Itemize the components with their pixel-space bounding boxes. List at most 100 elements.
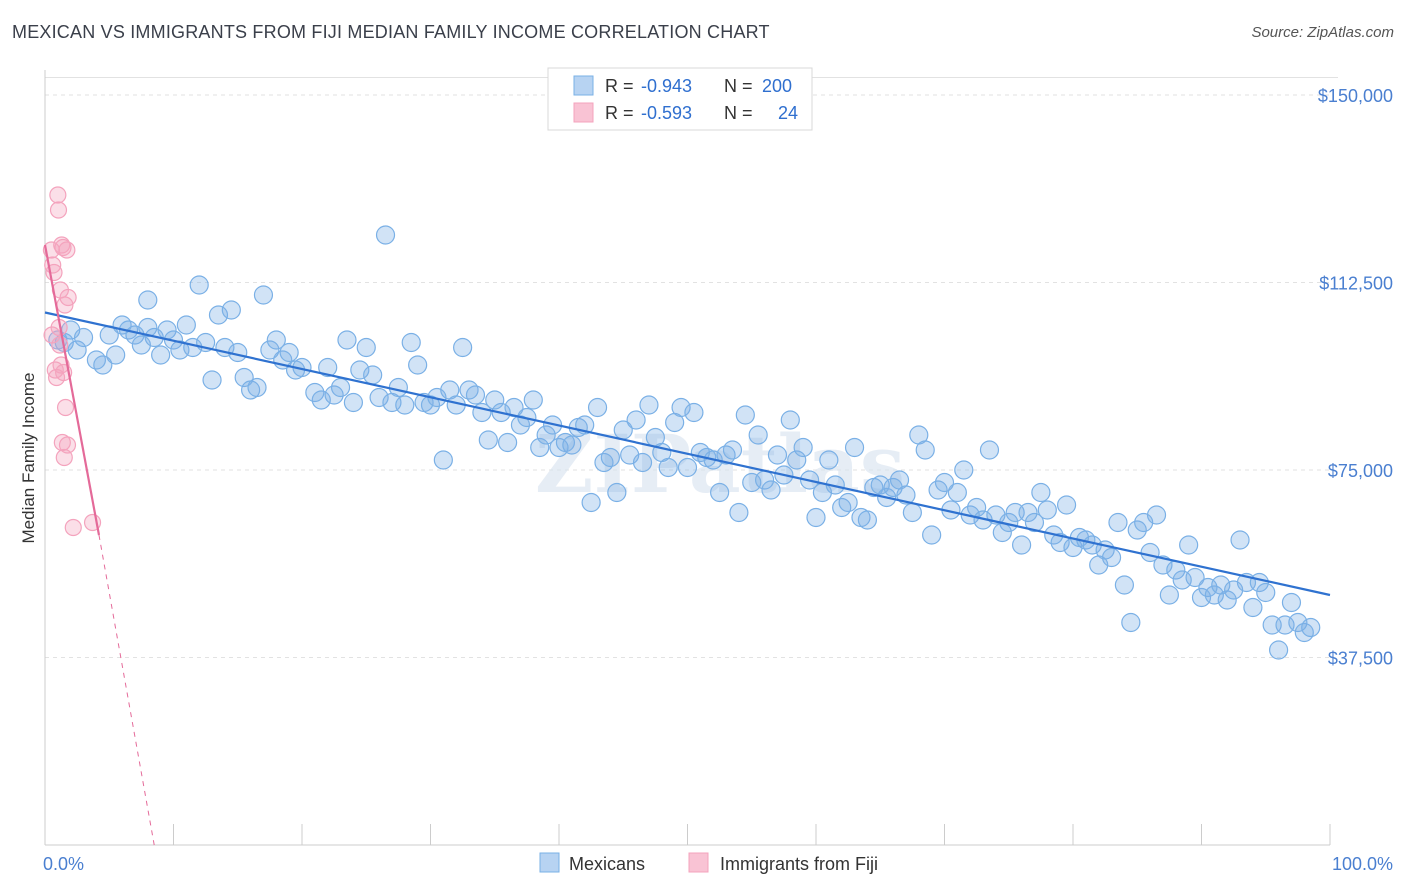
mexicans-point [947,482,967,503]
bottom-swatch-fiji [688,852,709,873]
y-tick-label: $37,500 [1328,649,1393,669]
mexicans-point [138,317,158,338]
mexicans-point [1179,535,1199,555]
mexicans-point [787,450,807,470]
mexicans-point [1281,592,1302,613]
mexicans-point [260,340,280,360]
mexicans-point [954,460,974,480]
mexicans-point [93,355,113,375]
mexicans-point [1268,640,1289,660]
top-legend: R = -0.943 N = 200 R = -0.593 N = 24 [547,67,813,131]
mexicans-point [324,385,344,405]
mexicans-point [343,392,363,413]
mexicans-point [337,330,357,350]
mexicans-point [86,350,107,370]
mexicans-point [819,450,839,470]
mexicans-point [626,410,646,430]
bottom-label-mexicans: Mexicans [569,854,645,874]
mexicans-point [388,377,408,398]
mexicans-point [934,472,955,493]
mexicans-point [1108,512,1128,533]
mexicans-point [234,367,254,388]
mexicans-point [671,397,691,418]
mexicans-point [1121,612,1141,633]
y-tick-labels: $37,500 $75,000 $112,500 $150,000 [1318,86,1393,669]
mexicans-point [748,425,768,445]
mexicans-point [639,395,659,415]
bottom-label-fiji: Immigrants from Fiji [720,854,878,874]
mexicans-point [279,342,299,363]
mexicans-point [247,377,267,398]
bottom-legend: Mexicans Immigrants from Fiji [539,852,878,874]
mexicans-point [1037,500,1057,520]
fiji-point [59,288,77,307]
mexicans-point [761,480,781,500]
mexicans-point [1050,532,1070,553]
mexicans-point [459,380,479,400]
mexicans-point [530,437,550,458]
mexicans-point [735,405,755,425]
mexicans-point [922,525,942,545]
mexicans-point [1011,535,1032,555]
mexicans-point [1294,622,1314,643]
mexicans-point [716,445,736,465]
mexicans-point [1301,617,1321,638]
mexicans-point [523,390,543,410]
fiji-point [58,241,76,259]
mexicans-point [311,390,331,410]
mexicans-point [1288,612,1308,633]
mexicans-point [485,390,505,410]
legend-n-value-1: 200 [762,76,792,96]
mexicans-point [202,370,222,390]
trend-lines [43,244,1331,846]
mexicans-point [832,497,852,518]
mexicans-point [793,437,813,458]
source-label: Source: ZipAtlas.com [1251,24,1394,41]
mexicans-point [176,315,196,335]
mexicans-point [478,430,498,450]
mexicans-point [1204,585,1224,605]
mexicans-point [401,332,421,353]
y-axis-label: Median Family Income [19,372,38,543]
fiji-point [52,356,70,374]
mexicans-point [253,285,274,305]
mexicans-point [536,425,556,445]
mexicans-point [1024,512,1045,533]
mexicans-point [375,225,396,245]
mexicans-point [581,492,601,513]
mexicans-point [632,452,653,473]
mexicans-point [896,485,916,505]
mexicans-point [915,440,935,460]
mexicans-point [594,452,614,473]
y-tick-label: $75,000 [1328,461,1393,481]
mexicans-point [1018,502,1038,523]
mexicans-point [902,502,922,523]
mexicans-point [151,345,171,365]
mexicans-point [356,337,376,358]
fiji-trend-extension [98,534,155,846]
mexicans-point [684,402,704,423]
mexicans-point [767,445,788,465]
fiji-point [49,186,67,204]
x-tick-label: 0.0% [43,854,84,874]
legend-r-label-2: R = [605,103,634,123]
fiji-point [64,518,82,537]
fiji-point [58,436,77,454]
mexicans-point [67,340,87,360]
mexicans-point [266,330,286,350]
mexicans-point [395,395,415,415]
mexicans-point [600,447,621,468]
fiji-point [43,326,61,344]
mexicans-point [1101,547,1122,568]
mexicans-point [1256,582,1276,603]
mexicans-point [587,397,608,418]
mexicans-point [1185,567,1205,588]
y-tick-label: $150,000 [1318,86,1393,106]
x-tick-labels: 0.0% 100.0% [43,854,1393,874]
mexicans-point [710,482,730,503]
mexicans-point [453,337,473,358]
mexicans-point [330,377,351,398]
fiji-trend-line [43,244,101,536]
legend-r-value-1: -0.943 [641,76,692,96]
grid [45,77,1338,658]
